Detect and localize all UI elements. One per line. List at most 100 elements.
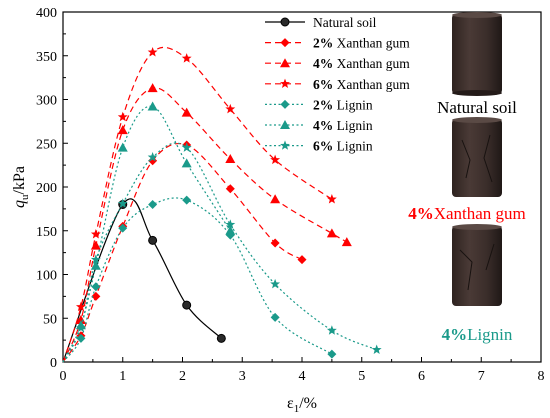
legend-item: Natural soil bbox=[265, 15, 377, 30]
data-point bbox=[148, 200, 158, 209]
data-point bbox=[326, 325, 337, 335]
legend: Natural soil 2% Xanthan gum 4% Xanthan gum… bbox=[265, 15, 410, 154]
data-point bbox=[270, 312, 280, 322]
data-point bbox=[147, 152, 158, 162]
photo-lignin bbox=[452, 224, 502, 306]
data-point bbox=[225, 154, 236, 163]
data-point bbox=[181, 142, 192, 152]
data-point bbox=[90, 229, 101, 239]
y-tick-label: 50 bbox=[43, 312, 57, 327]
legend-label: 2% Lignin bbox=[313, 97, 373, 112]
data-point bbox=[270, 154, 281, 165]
data-point bbox=[225, 225, 236, 235]
photo-caption-natural-soil: Natural soil bbox=[437, 98, 517, 117]
axes: 0 1 2 3 4 5 6 7 8 0 50 100 150 200 250 300 350 400 bbox=[36, 6, 545, 384]
data-point bbox=[182, 195, 192, 205]
legend-label: 6% Xanthan gum bbox=[313, 77, 410, 92]
data-point bbox=[75, 322, 86, 333]
legend-label: 4% Xanthan gum bbox=[313, 56, 410, 71]
series-line bbox=[62, 198, 222, 363]
series-1 bbox=[62, 198, 226, 363]
data-point bbox=[90, 254, 101, 264]
x-tick-label: 3 bbox=[239, 369, 246, 384]
legend-marker bbox=[280, 140, 290, 150]
series-5 bbox=[62, 195, 337, 363]
data-point bbox=[147, 47, 158, 57]
data-point bbox=[327, 349, 337, 359]
photo-xanthan-gum bbox=[452, 117, 502, 197]
data-point bbox=[270, 278, 281, 289]
x-tick-label: 4 bbox=[299, 369, 306, 384]
data-point bbox=[225, 184, 235, 194]
data-point bbox=[117, 198, 128, 208]
series-4 bbox=[62, 46, 337, 363]
data-point bbox=[91, 291, 101, 301]
legend-marker bbox=[280, 58, 290, 68]
y-tick-label: 400 bbox=[36, 6, 57, 21]
data-point bbox=[75, 315, 86, 324]
data-point bbox=[147, 101, 158, 111]
x-tick-label: 5 bbox=[358, 369, 365, 384]
series-line bbox=[62, 87, 348, 363]
data-point bbox=[181, 158, 192, 168]
series-line bbox=[62, 142, 377, 363]
y-tick-label: 250 bbox=[36, 137, 57, 152]
legend-item: 4% Lignin bbox=[265, 118, 373, 133]
legend-marker bbox=[280, 17, 290, 27]
data-point bbox=[270, 194, 281, 204]
data-point bbox=[270, 238, 280, 248]
data-point bbox=[225, 219, 236, 229]
legend-label: 2% Xanthan gum bbox=[313, 36, 410, 51]
data-point bbox=[225, 103, 236, 114]
data-point bbox=[90, 240, 101, 250]
data-point bbox=[117, 111, 128, 122]
x-tick-label: 2 bbox=[179, 369, 186, 384]
data-point bbox=[326, 194, 337, 204]
data-point bbox=[216, 333, 226, 343]
photo-caption-xanthan-gum: 4%Xanthan gum bbox=[408, 204, 526, 223]
data-point bbox=[117, 125, 128, 135]
legend-item: 4% Xanthan gum bbox=[265, 56, 410, 71]
x-tick-label: 1 bbox=[119, 369, 126, 384]
series-3 bbox=[62, 83, 352, 363]
legend-label: Natural soil bbox=[313, 15, 377, 30]
data-point bbox=[182, 300, 192, 310]
data-point bbox=[148, 235, 158, 245]
data-point bbox=[117, 142, 128, 152]
legend-label: 6% Lignin bbox=[313, 139, 373, 154]
series-line bbox=[62, 142, 303, 363]
x-axis-title: ε1/% bbox=[287, 395, 317, 415]
y-tick-label: 150 bbox=[36, 225, 57, 240]
series-7 bbox=[62, 142, 382, 363]
series-6 bbox=[62, 101, 236, 363]
data-point bbox=[297, 255, 307, 265]
y-tick-label: 350 bbox=[36, 50, 57, 65]
legend-item: 6% Xanthan gum bbox=[265, 77, 410, 92]
x-tick-label: 7 bbox=[478, 369, 485, 384]
data-point bbox=[326, 228, 337, 238]
series-line bbox=[62, 197, 333, 363]
y-tick-label: 200 bbox=[36, 181, 57, 196]
legend-marker bbox=[280, 78, 290, 89]
series-line bbox=[62, 105, 231, 363]
data-point bbox=[75, 301, 86, 312]
y-axis-title: qu/kPa bbox=[11, 166, 31, 208]
data-point bbox=[371, 344, 382, 354]
data-point bbox=[91, 282, 101, 292]
data-point bbox=[181, 53, 192, 63]
legend-marker bbox=[280, 38, 290, 48]
x-tick-label: 8 bbox=[538, 369, 545, 384]
x-tick-label: 0 bbox=[60, 369, 67, 384]
y-tick-label: 300 bbox=[36, 94, 57, 109]
legend-marker bbox=[280, 99, 290, 109]
legend-item: 2% Xanthan gum bbox=[265, 36, 410, 51]
y-tick-label: 100 bbox=[36, 269, 57, 284]
series-layer bbox=[62, 46, 382, 363]
legend-item: 2% Lignin bbox=[265, 97, 373, 112]
series-line bbox=[62, 46, 333, 363]
data-point bbox=[181, 107, 192, 117]
y-tick-label: 0 bbox=[50, 356, 57, 371]
data-point bbox=[147, 83, 158, 93]
data-point bbox=[341, 237, 352, 247]
